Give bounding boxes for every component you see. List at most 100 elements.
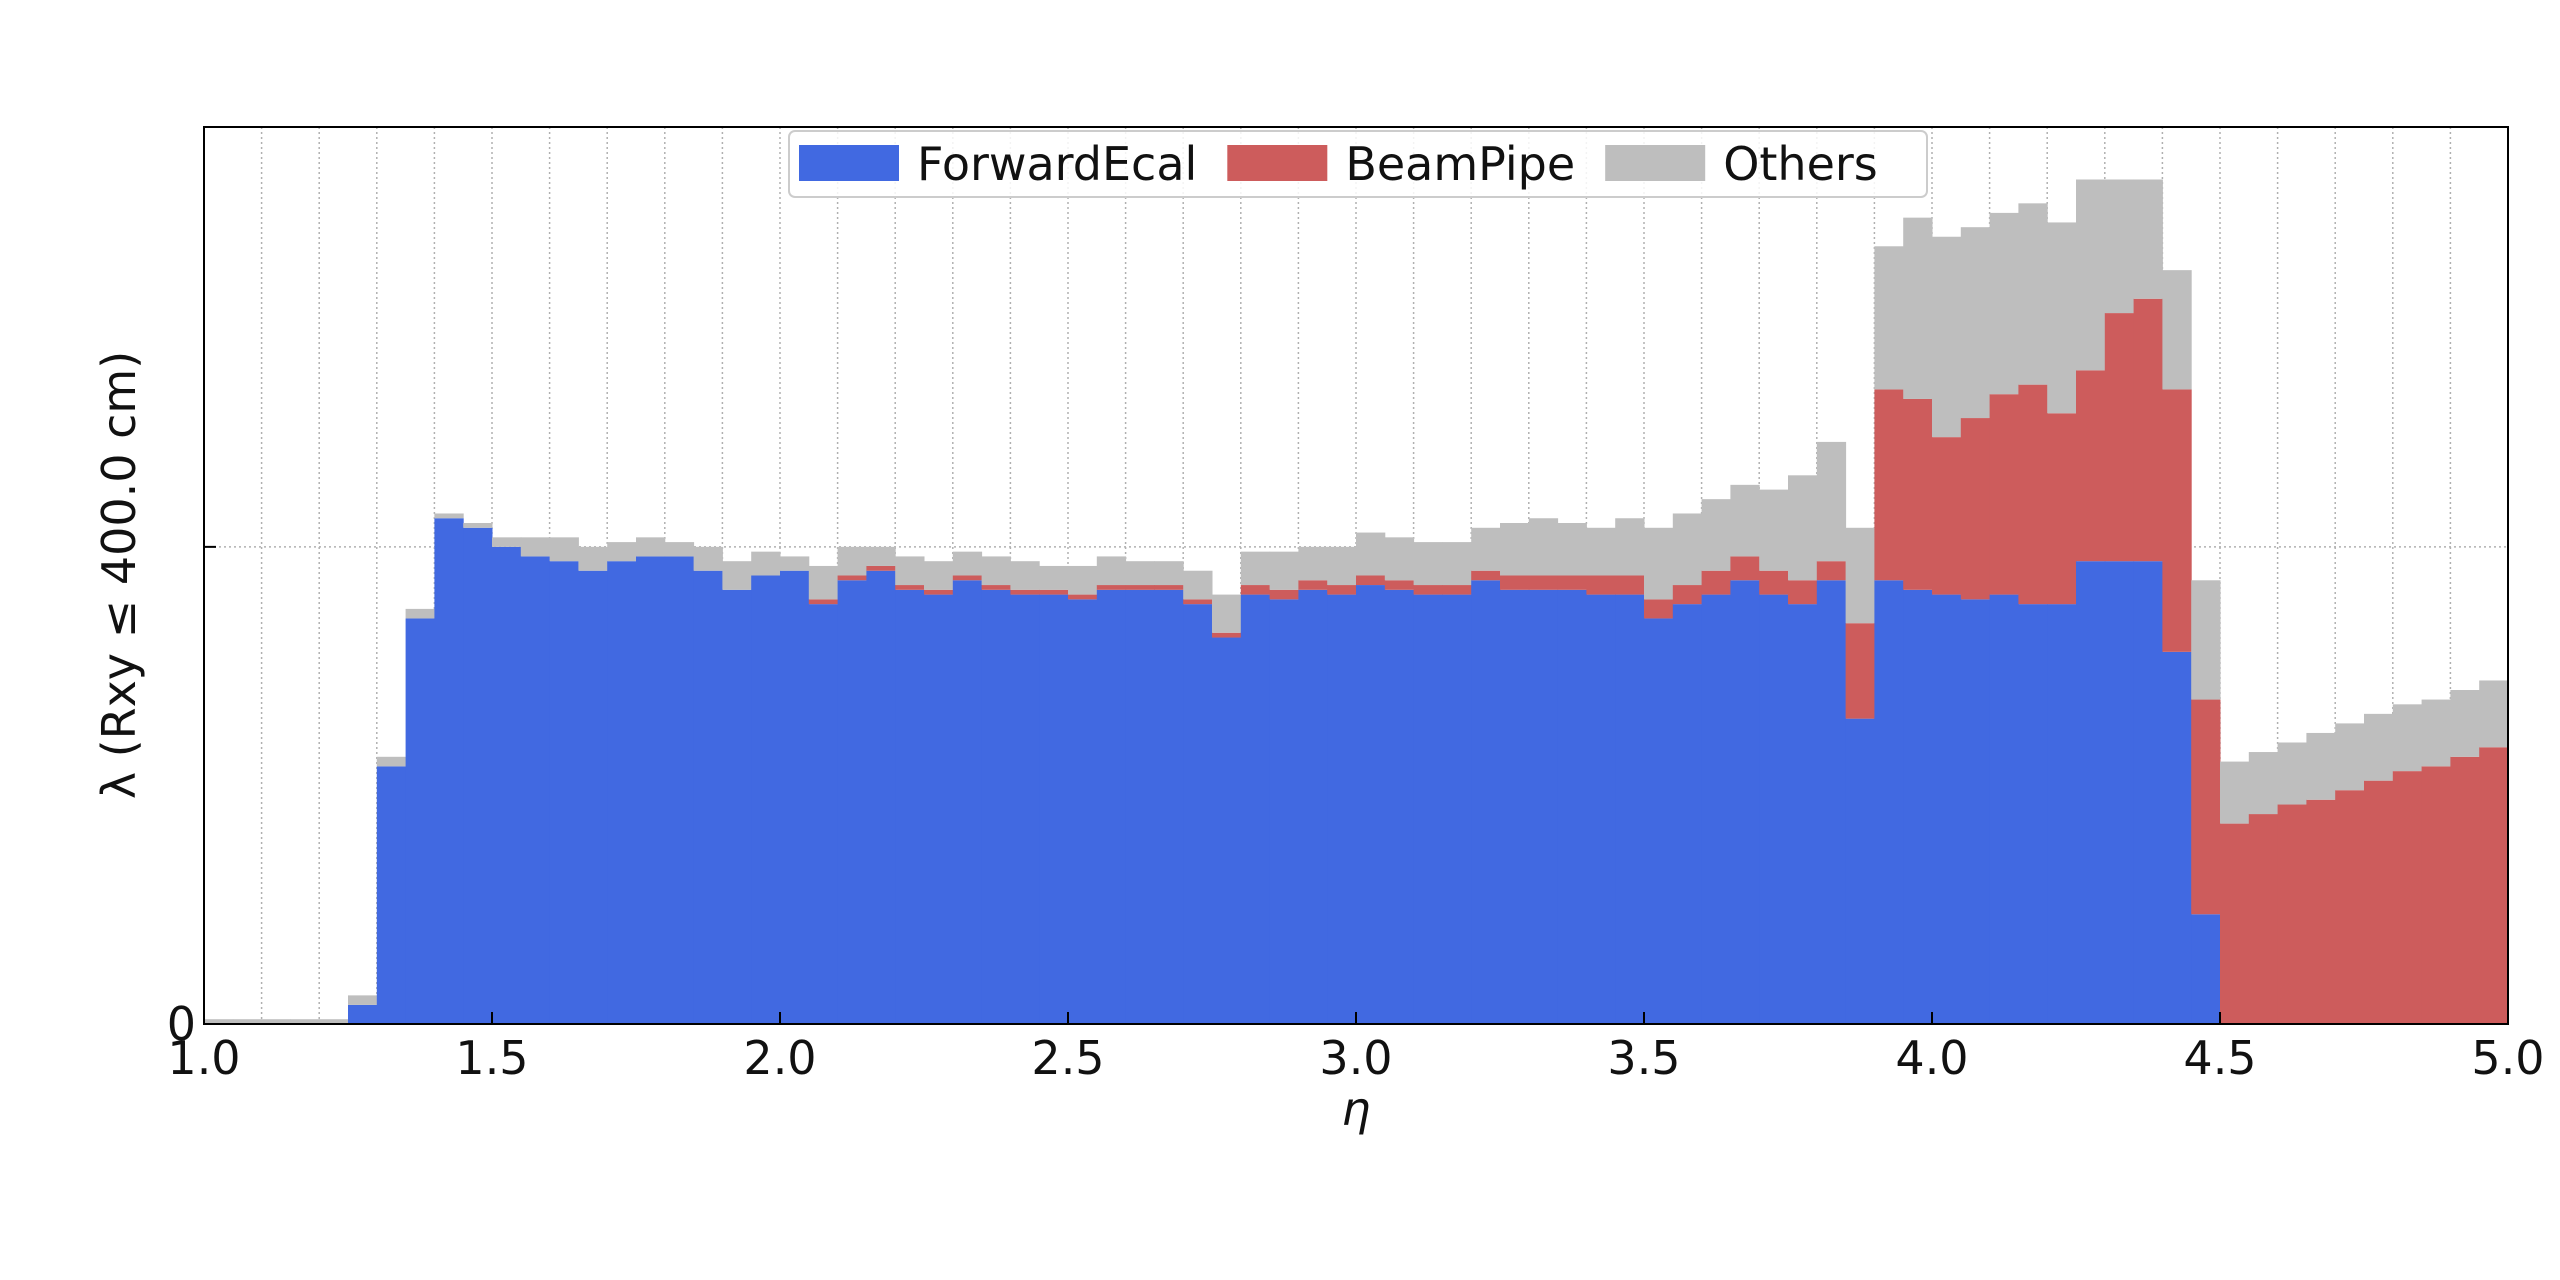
x-tick-label: 1.0 [167, 1031, 240, 1085]
bar-segment [2047, 604, 2077, 1024]
bar-segment [866, 570, 896, 1024]
bar-segment [1989, 394, 2019, 595]
bar-segment [578, 546, 608, 571]
bar-segment [1932, 236, 1962, 438]
bar-segment [1816, 561, 1847, 581]
bar-segment [319, 1019, 349, 1024]
bar-segment [636, 556, 666, 1024]
legend-swatch [1227, 145, 1328, 181]
legend-swatch [799, 145, 899, 181]
bar-segment [1960, 418, 1991, 600]
bar-segment [1586, 594, 1616, 1024]
bar-segment [2306, 732, 2336, 800]
x-tick-label: 3.5 [1607, 1031, 1680, 1085]
bar-segment [924, 561, 954, 590]
bar-segment [2392, 704, 2423, 772]
bar-segment [376, 756, 407, 767]
bar-segment [1903, 398, 1933, 590]
bar-segment [693, 546, 723, 571]
bar-segment [1528, 589, 1559, 1024]
bar-segment [2364, 780, 2394, 1024]
bar-segment [1154, 561, 1184, 586]
bar-segment [1644, 599, 1674, 619]
bar-segment [1759, 594, 1789, 1024]
x-tick-label: 2.0 [743, 1031, 816, 1085]
bar-segment [2220, 823, 2250, 1024]
bar-segment [1471, 527, 1501, 571]
axes: 01.0 1.5 2.0 2.5 3.0 3.5 4.0 4.5 5.0 [167, 126, 2545, 1085]
bar-segment [1557, 575, 1587, 590]
bar-segment [1413, 585, 1443, 595]
bar-segment [1183, 604, 1213, 1024]
bar-segment [1298, 589, 1328, 1024]
bar-segment [1788, 604, 1818, 1024]
bar-segment [1039, 594, 1069, 1024]
bar-segment [1096, 585, 1127, 590]
bar-segment [1125, 585, 1155, 590]
bar-segment [1759, 570, 1789, 595]
bar-segment [2018, 384, 2048, 605]
bar-segment [751, 551, 781, 576]
bar-segment [1212, 632, 1242, 638]
bar-segment [664, 542, 695, 557]
bar-segment [1528, 575, 1559, 590]
bar-segment [981, 585, 1011, 590]
bar-segment [808, 599, 839, 605]
bar-segment [722, 561, 752, 590]
bar-segment [1845, 718, 1875, 1024]
legend-label: BeamPipe [1345, 137, 1575, 191]
bar-segment [2047, 413, 2077, 605]
bar-segment [2277, 804, 2307, 1024]
bar-segment [1039, 589, 1069, 595]
bar-segment [2392, 771, 2423, 1024]
bar-segment [1500, 589, 1530, 1024]
bar-segment [1068, 599, 1098, 1024]
bar-segment [1528, 518, 1559, 576]
bar-segment [1730, 484, 1760, 557]
bar-segment [520, 537, 551, 557]
bar-segment [1068, 594, 1098, 600]
bar-segment [2104, 561, 2135, 1024]
bar-segment [1096, 556, 1127, 586]
bar-segment [1010, 594, 1040, 1024]
bar-segment [952, 551, 983, 576]
y-tick-label: 0 [167, 997, 196, 1051]
bar-segment [261, 1019, 291, 1024]
bar-segment [2162, 389, 2192, 652]
bar-segment [981, 589, 1011, 1024]
bar-segment [2421, 699, 2451, 767]
bar-segment [751, 575, 781, 1024]
bar-segment [1154, 585, 1184, 590]
bar-segment [1644, 527, 1674, 600]
bar-segment [1183, 570, 1213, 600]
bar-segment [2191, 699, 2221, 915]
bar-segment [1845, 623, 1875, 719]
bar-segment [2306, 799, 2336, 1024]
bar-segment [2421, 766, 2451, 1024]
bar-segment [1672, 585, 1703, 605]
bar-segment [1960, 227, 1991, 419]
bar-segment [2104, 179, 2135, 314]
bar-segment [924, 594, 954, 1024]
bar-segment [664, 556, 695, 1024]
bar-segment [492, 546, 522, 1024]
bar-segment [1356, 532, 1386, 576]
bar-segment [1730, 556, 1760, 581]
bar-segment [1240, 551, 1271, 586]
bar-segment [348, 995, 378, 1005]
bar-segment [2133, 179, 2163, 299]
bar-segment [693, 570, 723, 1024]
bar-segment [1154, 589, 1184, 1024]
bar-segment [1932, 594, 1962, 1024]
bar-segment [1615, 575, 1645, 595]
bar-segment [2104, 313, 2135, 562]
bar-segment [1788, 580, 1818, 605]
bar-segment [1932, 437, 1962, 595]
bars [204, 179, 2509, 1024]
bar-segment [2018, 203, 2048, 385]
bar-segment [1874, 246, 1904, 390]
bar-segment [722, 589, 752, 1024]
bar-segment [1125, 589, 1155, 1024]
bar-segment [2191, 580, 2221, 700]
legend: ForwardEcal BeamPipe Others [788, 130, 1928, 198]
